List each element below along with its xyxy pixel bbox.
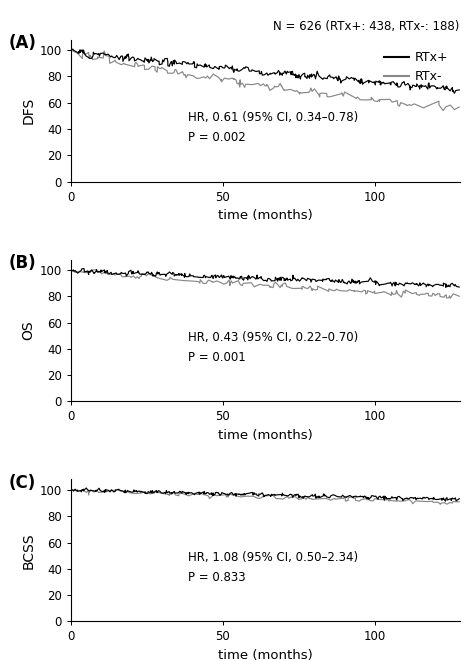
Text: HR, 1.08 (95% CI, 0.50–2.34)
P = 0.833: HR, 1.08 (95% CI, 0.50–2.34) P = 0.833 — [188, 551, 358, 584]
Text: HR, 0.61 (95% CI, 0.34–0.78)
P = 0.002: HR, 0.61 (95% CI, 0.34–0.78) P = 0.002 — [188, 111, 358, 144]
Text: (B): (B) — [9, 254, 36, 272]
Y-axis label: OS: OS — [22, 321, 36, 340]
Y-axis label: DFS: DFS — [22, 97, 36, 124]
Text: (C): (C) — [9, 474, 36, 492]
X-axis label: time (months): time (months) — [218, 649, 313, 661]
Legend: RTx+, RTx-: RTx+, RTx- — [379, 46, 454, 88]
X-axis label: time (months): time (months) — [218, 209, 313, 222]
Text: (A): (A) — [9, 34, 37, 52]
Text: HR, 0.43 (95% CI, 0.22–0.70)
P = 0.001: HR, 0.43 (95% CI, 0.22–0.70) P = 0.001 — [188, 331, 358, 364]
Y-axis label: BCSS: BCSS — [22, 532, 36, 568]
X-axis label: time (months): time (months) — [218, 429, 313, 442]
Text: N = 626 (RTx+: 438, RTx-: 188): N = 626 (RTx+: 438, RTx-: 188) — [273, 20, 460, 33]
